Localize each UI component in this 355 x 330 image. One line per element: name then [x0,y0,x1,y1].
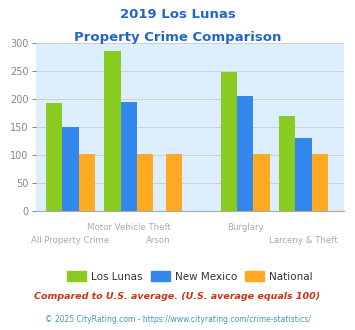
Bar [78,154,95,211]
Text: Larceny & Theft: Larceny & Theft [269,236,338,245]
Bar [166,154,182,211]
Bar [295,138,312,211]
Bar [221,72,237,211]
Text: Compared to U.S. average. (U.S. average equals 100): Compared to U.S. average. (U.S. average … [34,292,321,301]
Bar [237,96,253,211]
Bar [62,127,78,211]
Bar [104,51,121,211]
Bar [46,103,62,211]
Bar [279,116,295,211]
Text: Motor Vehicle Theft: Motor Vehicle Theft [87,223,171,232]
Text: Burglary: Burglary [227,223,264,232]
Legend: Los Lunas, New Mexico, National: Los Lunas, New Mexico, National [63,267,317,286]
Text: Property Crime Comparison: Property Crime Comparison [74,31,281,44]
Bar [137,154,153,211]
Bar [121,102,137,211]
Text: All Property Crime: All Property Crime [31,236,110,245]
Text: © 2025 CityRating.com - https://www.cityrating.com/crime-statistics/: © 2025 CityRating.com - https://www.city… [45,315,310,324]
Bar [312,154,328,211]
Text: 2019 Los Lunas: 2019 Los Lunas [120,8,235,21]
Text: Arson: Arson [146,236,170,245]
Bar [253,154,270,211]
